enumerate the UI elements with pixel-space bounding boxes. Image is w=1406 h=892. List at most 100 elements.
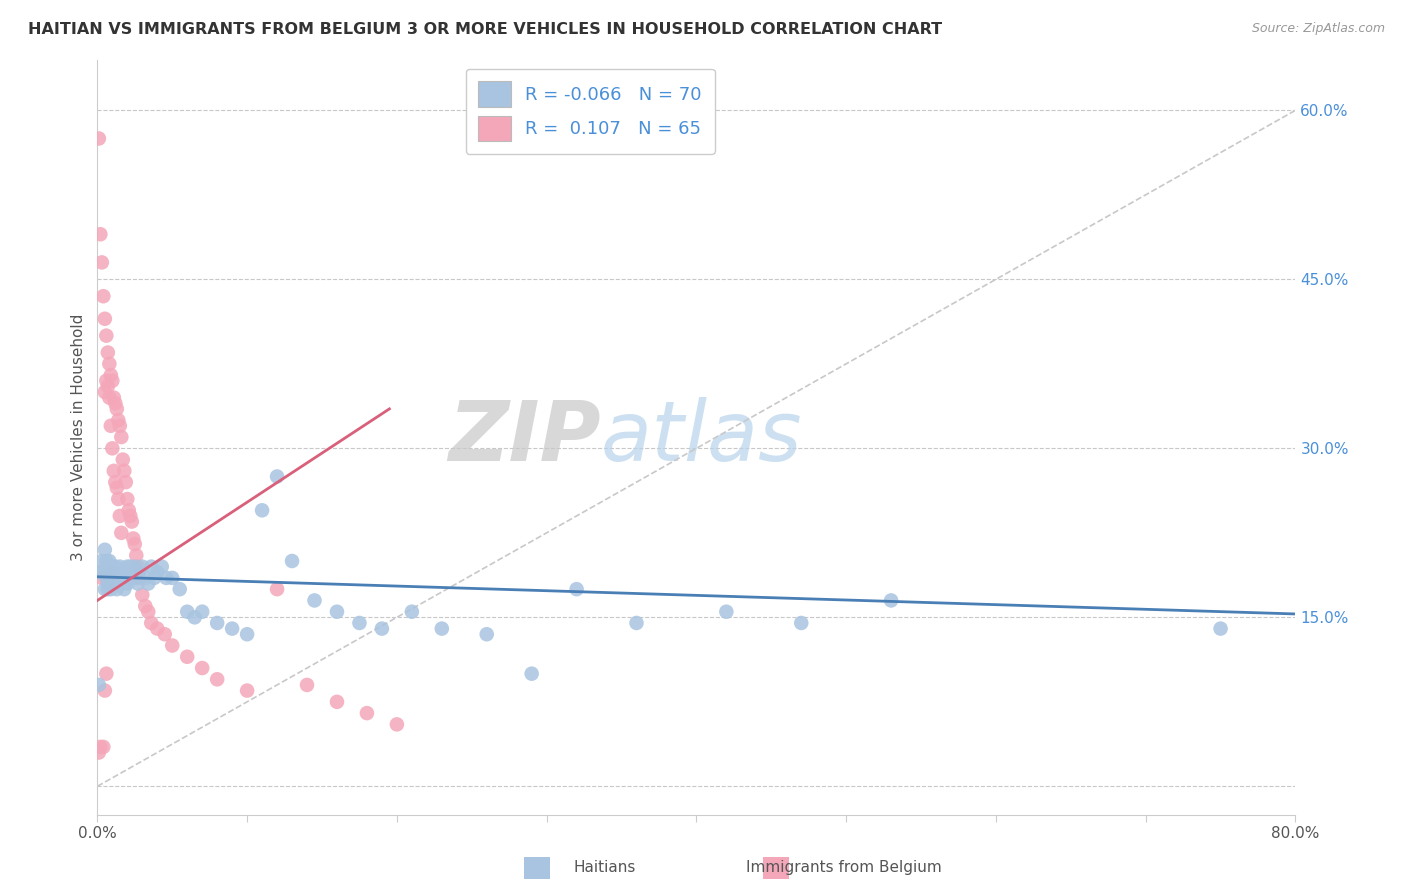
Point xyxy=(716,605,738,619)
Point xyxy=(117,559,139,574)
Point xyxy=(96,328,118,343)
Point xyxy=(136,576,159,591)
Point xyxy=(125,571,148,585)
Point xyxy=(128,566,150,580)
Point xyxy=(98,357,121,371)
Point xyxy=(266,582,288,597)
Point xyxy=(281,554,304,568)
Point xyxy=(87,131,110,145)
Point xyxy=(304,593,326,607)
Point xyxy=(89,739,111,754)
Point xyxy=(98,571,121,585)
Point xyxy=(97,559,120,574)
Point xyxy=(90,571,112,585)
Point xyxy=(128,571,150,585)
Point xyxy=(131,588,153,602)
Point xyxy=(98,554,121,568)
Point xyxy=(101,571,124,585)
Point xyxy=(371,622,394,636)
Point xyxy=(356,706,378,720)
Point xyxy=(134,599,156,613)
Point xyxy=(117,491,139,506)
Point xyxy=(122,566,145,580)
Point xyxy=(191,661,214,675)
Point xyxy=(176,605,198,619)
Point xyxy=(89,227,111,242)
Point xyxy=(110,566,132,580)
Point xyxy=(221,622,243,636)
Legend: R = -0.066   N = 70, R =  0.107   N = 65: R = -0.066 N = 70, R = 0.107 N = 65 xyxy=(465,69,714,154)
Point xyxy=(105,571,128,585)
Point xyxy=(103,566,125,580)
Point xyxy=(111,571,134,585)
Point xyxy=(94,311,117,326)
Point xyxy=(94,683,117,698)
Point xyxy=(103,464,125,478)
Point xyxy=(94,384,117,399)
Point xyxy=(107,491,129,506)
Point xyxy=(143,571,166,585)
Point xyxy=(90,255,112,269)
Point xyxy=(96,666,118,681)
Point xyxy=(108,571,131,585)
Point xyxy=(349,615,371,630)
Point xyxy=(169,582,191,597)
Point xyxy=(121,571,143,585)
Point xyxy=(100,418,122,433)
Point xyxy=(153,627,176,641)
Point xyxy=(475,627,498,641)
Point xyxy=(105,481,128,495)
Point xyxy=(105,582,128,597)
Point xyxy=(100,582,122,597)
Text: Source: ZipAtlas.com: Source: ZipAtlas.com xyxy=(1251,22,1385,36)
Point xyxy=(97,345,120,359)
Point xyxy=(191,605,214,619)
Point xyxy=(93,739,115,754)
Point xyxy=(101,442,124,456)
Point xyxy=(96,554,118,568)
Text: Immigrants from Belgium: Immigrants from Belgium xyxy=(745,861,942,875)
Point xyxy=(141,615,163,630)
Y-axis label: 3 or more Vehicles in Household: 3 or more Vehicles in Household xyxy=(72,313,86,561)
Point xyxy=(236,683,259,698)
Point xyxy=(160,639,183,653)
Point xyxy=(98,391,121,405)
Point xyxy=(101,566,124,580)
Point xyxy=(110,525,132,540)
Point xyxy=(430,622,453,636)
Point xyxy=(124,537,146,551)
Point xyxy=(125,549,148,563)
Point xyxy=(108,559,131,574)
Point xyxy=(98,571,121,585)
Point xyxy=(124,559,146,574)
Point xyxy=(96,374,118,388)
Point xyxy=(150,559,173,574)
Point xyxy=(90,554,112,568)
Point xyxy=(626,615,648,630)
Point xyxy=(94,582,117,597)
Point xyxy=(96,571,118,585)
Text: ZIP: ZIP xyxy=(449,397,600,477)
Point xyxy=(127,559,149,574)
Point xyxy=(97,582,120,597)
Point xyxy=(104,396,127,410)
Point xyxy=(112,464,135,478)
Point xyxy=(250,503,273,517)
Point xyxy=(326,605,349,619)
Point xyxy=(104,475,127,490)
Point xyxy=(176,649,198,664)
Point xyxy=(114,571,136,585)
Point xyxy=(385,717,408,731)
Point xyxy=(1209,622,1232,636)
Point xyxy=(236,627,259,641)
Point xyxy=(120,508,142,523)
Point xyxy=(112,582,135,597)
Point xyxy=(134,571,156,585)
Point xyxy=(101,559,124,574)
Point xyxy=(110,430,132,444)
Point xyxy=(87,746,110,760)
Point xyxy=(108,508,131,523)
Point xyxy=(93,289,115,303)
Point xyxy=(141,559,163,574)
Point xyxy=(122,532,145,546)
